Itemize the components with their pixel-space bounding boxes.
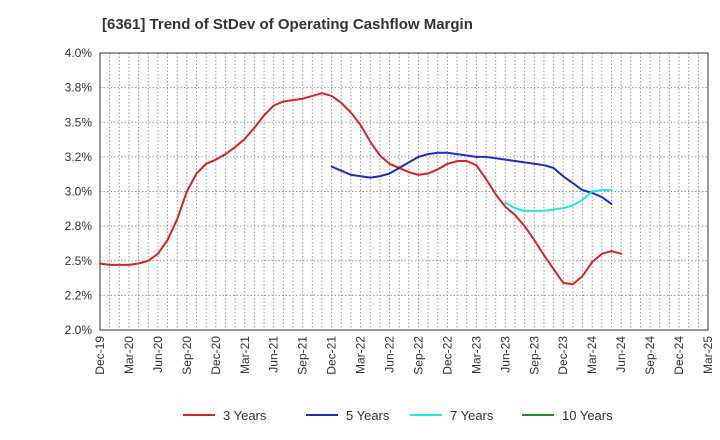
series-line-7-years	[504, 189, 613, 212]
x-tick-label: Mar-23	[469, 336, 483, 374]
x-tick-label: Sep-23	[527, 336, 541, 375]
x-tick-label: Dec-19	[93, 336, 107, 375]
y-axis-ticks: 2.0% 2.2% 2.5% 2.8% 3.0% 3.2% 3.5% 3.8% 4.0%	[65, 46, 93, 337]
x-tick-label: Jun-24	[614, 336, 628, 373]
y-tick-label: 2.2%	[65, 288, 93, 302]
x-tick-label: Mar-21	[238, 336, 252, 374]
x-tick-label: Dec-20	[209, 336, 223, 375]
x-tick-label: Jun-23	[498, 336, 512, 373]
y-tick-label: 3.2%	[65, 150, 93, 164]
x-tick-label: Sep-20	[180, 336, 194, 375]
x-tick-label: Mar-24	[585, 336, 599, 374]
x-tick-label: Mar-25	[701, 336, 715, 374]
x-tick-label: Dec-23	[556, 336, 570, 375]
series-line-5-years	[330, 151, 613, 205]
x-tick-label: Sep-22	[411, 336, 425, 375]
legend-label: 5 Years	[346, 408, 390, 423]
x-tick-label: Dec-22	[440, 336, 454, 375]
legend: 3 Years 5 Years 7 Years 10 Years	[183, 408, 613, 423]
series-layer	[99, 92, 623, 286]
y-tick-label: 3.8%	[65, 81, 93, 95]
plot-frame	[99, 52, 709, 331]
y-tick-label: 2.5%	[65, 254, 93, 268]
legend-label: 7 Years	[450, 408, 494, 423]
y-tick-label: 3.5%	[65, 115, 93, 129]
legend-label: 10 Years	[562, 408, 613, 423]
x-tick-label: Mar-22	[354, 336, 368, 374]
y-tick-label: 2.8%	[65, 219, 93, 233]
y-tick-label: 4.0%	[65, 46, 93, 60]
x-tick-label: Dec-24	[672, 336, 686, 375]
x-tick-label: Jun-20	[151, 336, 165, 373]
x-axis-ticks: Dec-19 Mar-20 Jun-20 Sep-20 Dec-20 Mar-21 Jun-…	[93, 336, 715, 375]
plot-area	[100, 53, 708, 330]
x-tick-label: Jun-21	[267, 336, 281, 373]
series-line-3-years	[99, 92, 623, 286]
x-tick-label: Dec-21	[325, 336, 339, 375]
x-tick-label: Mar-20	[122, 336, 136, 374]
y-tick-label: 2.0%	[65, 323, 93, 337]
x-tick-label: Sep-24	[643, 336, 657, 375]
legend-label: 3 Years	[223, 408, 267, 423]
y-tick-label: 3.0%	[65, 185, 93, 199]
x-tick-label: Jun-22	[383, 336, 397, 373]
x-tick-label: Sep-21	[296, 336, 310, 375]
chart-title: [6361] Trend of StDev of Operating Cashf…	[102, 16, 473, 33]
